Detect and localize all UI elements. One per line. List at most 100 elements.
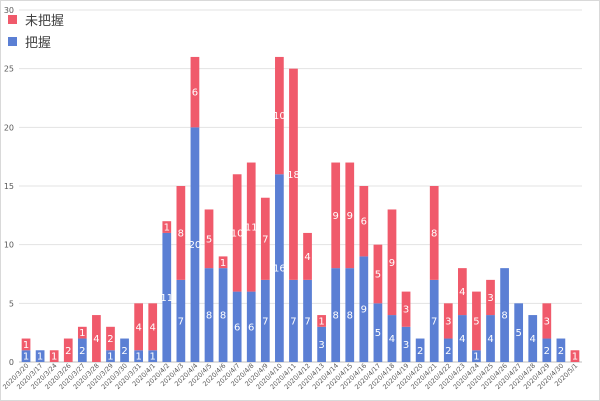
- bar-unknown: [275, 56, 284, 175]
- data-label-unknown: 2: [107, 334, 113, 345]
- data-label-known: 3: [403, 340, 409, 351]
- legend-swatch-known: [8, 36, 17, 46]
- bar-known: [345, 268, 355, 362]
- legend-label-known: 把握: [25, 35, 52, 51]
- bar-unknown: [63, 338, 73, 362]
- data-label-known: 8: [220, 311, 226, 322]
- legend-item-known: 把握: [8, 30, 64, 52]
- data-label-unknown: 1: [79, 328, 85, 339]
- data-label-unknown: 7: [262, 234, 268, 245]
- data-label-known: 7: [431, 316, 437, 327]
- bar-unknown: [345, 162, 355, 269]
- data-label-unknown: 1: [164, 223, 170, 234]
- y-tick-label: 0: [9, 358, 14, 367]
- bar-unknown: [570, 350, 580, 362]
- bar-unknown: [472, 291, 481, 351]
- data-label-unknown: 9: [389, 258, 395, 269]
- bar-unknown: [317, 315, 326, 327]
- bar-known: [134, 350, 144, 362]
- bar-known: [21, 350, 31, 362]
- legend-label-unknown: 未把握: [25, 13, 65, 29]
- data-label-unknown: 5: [206, 234, 212, 245]
- bar-known: [204, 268, 214, 362]
- bar-unknown: [148, 303, 158, 351]
- bar-unknown: [401, 291, 411, 327]
- y-tick-label: 25: [4, 65, 14, 74]
- data-label-unknown: 1: [220, 258, 226, 269]
- gridlines: [19, 9, 582, 363]
- data-label-known: 7: [304, 316, 310, 327]
- bar-known: [275, 174, 284, 362]
- data-label-unknown: 9: [347, 211, 353, 222]
- bar-unknown: [429, 186, 439, 280]
- bar-unknown: [176, 186, 186, 280]
- data-label-unknown: 18: [287, 170, 300, 181]
- data-label-known: 7: [262, 316, 268, 327]
- data-label-known: 16: [273, 264, 286, 275]
- data-label-known: 1: [473, 352, 479, 363]
- data-label-unknown: 2: [65, 346, 71, 357]
- legend-swatch-unknown: [8, 14, 17, 24]
- data-label-known: 1: [23, 352, 29, 363]
- bar-unknown: [289, 68, 298, 280]
- data-label-known: 9: [361, 305, 367, 316]
- data-label-unknown: 6: [192, 88, 198, 99]
- bar-unknown: [218, 256, 228, 269]
- bar-known: [359, 256, 369, 362]
- data-label-known: 6: [234, 322, 240, 333]
- bar-known: [303, 279, 312, 362]
- y-tick-label: 5: [9, 299, 14, 308]
- y-tick-label: 20: [4, 123, 14, 132]
- bar-unknown: [77, 326, 87, 339]
- bar-known: [232, 291, 242, 362]
- data-label-unknown: 3: [487, 293, 493, 304]
- data-label-known: 5: [515, 328, 521, 339]
- data-label-unknown: 10: [231, 228, 244, 239]
- bars: 111 12 21412214141117820685816106117716107…: [21, 56, 580, 363]
- bar-unknown: [49, 350, 59, 362]
- bar-unknown: [232, 174, 242, 292]
- bar-known: [415, 338, 425, 362]
- bar-known: [528, 315, 538, 362]
- data-label-unknown: 4: [93, 334, 99, 345]
- bar-known: [331, 268, 341, 362]
- bar-known: [106, 350, 115, 362]
- bar-unknown: [204, 209, 214, 269]
- data-label-known: 4: [530, 334, 536, 345]
- bar-unknown: [486, 279, 495, 316]
- bar-unknown: [373, 244, 383, 304]
- bar-unknown: [246, 162, 256, 292]
- data-label-known: 8: [347, 311, 353, 322]
- data-label-known: 2: [79, 346, 85, 357]
- bar-unknown: [303, 232, 312, 280]
- data-label-unknown: 6: [361, 217, 367, 228]
- bar-known: [148, 350, 158, 362]
- data-label-known: 2: [544, 346, 550, 357]
- bar-known: [246, 291, 256, 362]
- data-label-known: 8: [206, 311, 212, 322]
- data-label-unknown: 5: [473, 316, 479, 327]
- data-label-known: 7: [178, 316, 184, 327]
- bar-known: [542, 338, 552, 362]
- data-label-unknown: 3: [445, 316, 451, 327]
- bar-unknown: [106, 326, 115, 351]
- bar-known: [401, 326, 411, 362]
- bar-known: [289, 279, 298, 362]
- data-label-unknown: 9: [333, 211, 339, 222]
- bar-known: [514, 303, 524, 362]
- data-label-known: 7: [290, 316, 296, 327]
- bar-known: [457, 315, 467, 362]
- bar-known: [218, 268, 228, 362]
- data-label-known: 1: [150, 352, 156, 363]
- data-label-unknown: 8: [178, 228, 184, 239]
- bar-known: [120, 338, 129, 362]
- data-label-unknown: 11: [245, 223, 258, 234]
- data-label-unknown: 1: [23, 340, 29, 351]
- bar-known: [500, 268, 509, 362]
- bar-known: [443, 338, 453, 362]
- bar-unknown: [331, 162, 341, 269]
- y-tick-label: 30: [4, 6, 14, 15]
- data-label-known: 2: [445, 346, 451, 357]
- bar-unknown: [542, 303, 552, 339]
